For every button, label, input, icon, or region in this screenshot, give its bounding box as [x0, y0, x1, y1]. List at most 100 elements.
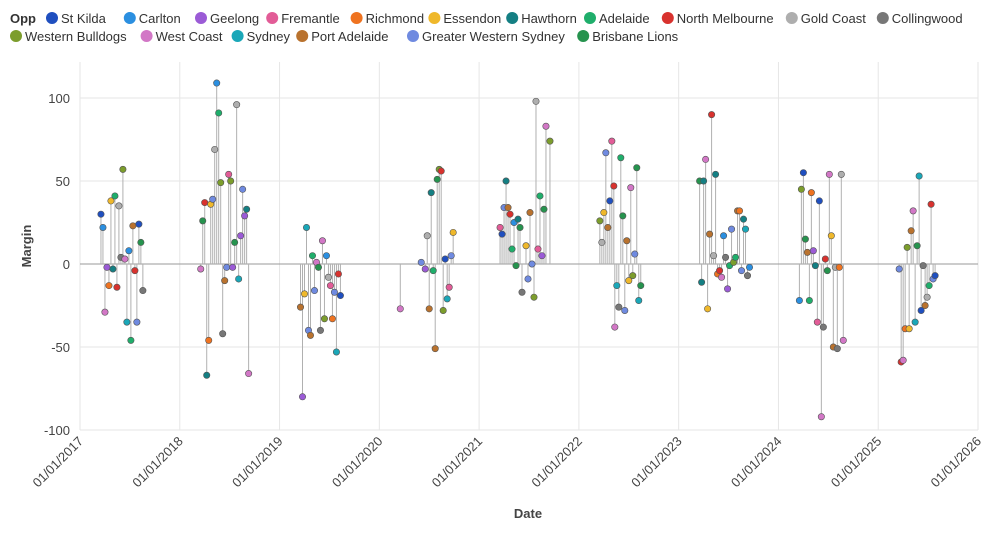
point-western-bulldogs[interactable] — [530, 293, 538, 301]
point-west-coast[interactable] — [611, 323, 619, 331]
point-sydney[interactable] — [635, 297, 643, 305]
point-brisbane-lions[interactable] — [637, 282, 645, 290]
point-gold-coast[interactable] — [115, 202, 123, 210]
point-carlton[interactable] — [99, 223, 107, 231]
point-essendon[interactable] — [625, 277, 633, 285]
point-essendon[interactable] — [905, 325, 913, 333]
point-collingwood[interactable] — [722, 253, 730, 261]
point-geelong[interactable] — [237, 232, 245, 240]
point-gold-coast[interactable] — [710, 252, 718, 260]
point-richmond[interactable] — [835, 263, 843, 271]
point-west-coast[interactable] — [245, 370, 253, 378]
point-hawthorn[interactable] — [502, 177, 510, 185]
point-essendon[interactable] — [827, 232, 835, 240]
point-hawthorn[interactable] — [203, 371, 211, 379]
point-sydney[interactable] — [443, 295, 451, 303]
point-western-bulldogs[interactable] — [546, 137, 554, 145]
point-west-coast[interactable] — [197, 265, 205, 273]
point-adelaide[interactable] — [805, 297, 813, 305]
point-port-adelaide[interactable] — [604, 223, 612, 231]
point-adelaide[interactable] — [536, 192, 544, 200]
point-geelong[interactable] — [241, 212, 249, 220]
point-port-adelaide[interactable] — [623, 237, 631, 245]
point-hawthorn[interactable] — [811, 262, 819, 270]
point-port-adelaide[interactable] — [306, 331, 314, 339]
point-western-bulldogs[interactable] — [629, 272, 637, 280]
point-carlton[interactable] — [322, 252, 330, 260]
point-west-coast[interactable] — [318, 237, 326, 245]
point-carlton[interactable] — [795, 297, 803, 305]
point-gold-coast[interactable] — [837, 170, 845, 178]
point-port-adelaide[interactable] — [803, 248, 811, 256]
point-north-melbourne[interactable] — [334, 270, 342, 278]
point-sydney[interactable] — [742, 225, 750, 233]
point-carlton[interactable] — [746, 263, 754, 271]
point-western-bulldogs[interactable] — [439, 306, 447, 314]
point-adelaide[interactable] — [429, 267, 437, 275]
point-west-coast[interactable] — [839, 336, 847, 344]
point-brisbane-lions[interactable] — [433, 175, 441, 183]
legend-label-hawthorn[interactable]: Hawthorn — [521, 11, 577, 26]
legend-label-carlton[interactable]: Carlton — [139, 11, 181, 26]
point-essendon[interactable] — [107, 197, 115, 205]
point-western-bulldogs[interactable] — [797, 185, 805, 193]
point-st-kilda[interactable] — [917, 306, 925, 314]
point-hawthorn[interactable] — [700, 177, 708, 185]
point-hawthorn[interactable] — [243, 205, 251, 213]
point-gold-coast[interactable] — [423, 232, 431, 240]
point-greater-western-sydney[interactable] — [330, 288, 338, 296]
point-greater-western-sydney[interactable] — [621, 306, 629, 314]
point-west-coast[interactable] — [718, 273, 726, 281]
point-fremantle[interactable] — [445, 283, 453, 291]
point-greater-western-sydney[interactable] — [728, 225, 736, 233]
point-port-adelaide[interactable] — [297, 303, 305, 311]
point-richmond[interactable] — [205, 336, 213, 344]
point-brisbane-lions[interactable] — [512, 262, 520, 270]
point-adelaide[interactable] — [925, 282, 933, 290]
point-collingwood[interactable] — [139, 287, 147, 295]
point-richmond[interactable] — [328, 315, 336, 323]
point-hawthorn[interactable] — [712, 170, 720, 178]
point-adelaide[interactable] — [127, 336, 135, 344]
point-collingwood[interactable] — [833, 345, 841, 353]
point-adelaide[interactable] — [215, 109, 223, 117]
point-collingwood[interactable] — [316, 326, 324, 334]
point-richmond[interactable] — [105, 282, 113, 290]
point-north-melbourne[interactable] — [437, 167, 445, 175]
point-geelong[interactable] — [538, 252, 546, 260]
point-western-bulldogs[interactable] — [903, 243, 911, 251]
point-geelong[interactable] — [229, 263, 237, 271]
point-adelaide[interactable] — [508, 245, 516, 253]
point-port-adelaide[interactable] — [221, 277, 229, 285]
point-north-melbourne[interactable] — [131, 267, 139, 275]
point-brisbane-lions[interactable] — [913, 242, 921, 250]
point-greater-western-sydney[interactable] — [223, 263, 231, 271]
point-greater-western-sydney[interactable] — [602, 149, 610, 157]
point-geelong[interactable] — [724, 285, 732, 293]
point-adelaide[interactable] — [111, 192, 119, 200]
point-essendon[interactable] — [449, 228, 457, 236]
point-collingwood[interactable] — [518, 288, 526, 296]
point-brisbane-lions[interactable] — [823, 267, 831, 275]
point-collingwood[interactable] — [819, 323, 827, 331]
point-sydney[interactable] — [613, 282, 621, 290]
point-greater-western-sydney[interactable] — [133, 318, 141, 326]
point-north-melbourne[interactable] — [927, 200, 935, 208]
point-greater-western-sydney[interactable] — [528, 260, 536, 268]
point-carlton[interactable] — [213, 79, 221, 87]
point-greater-western-sydney[interactable] — [631, 250, 639, 258]
point-sydney[interactable] — [915, 172, 923, 180]
point-st-kilda[interactable] — [97, 210, 105, 218]
point-geelong[interactable] — [421, 265, 429, 273]
point-western-bulldogs[interactable] — [596, 217, 604, 225]
point-st-kilda[interactable] — [815, 197, 823, 205]
point-sydney[interactable] — [123, 318, 131, 326]
point-sydney[interactable] — [911, 318, 919, 326]
point-greater-western-sydney[interactable] — [310, 287, 318, 295]
point-fremantle[interactable] — [326, 282, 334, 290]
point-west-coast[interactable] — [702, 155, 710, 163]
point-greater-western-sydney[interactable] — [738, 267, 746, 275]
point-west-coast[interactable] — [909, 207, 917, 215]
point-essendon[interactable] — [704, 305, 712, 313]
point-west-coast[interactable] — [121, 255, 129, 263]
